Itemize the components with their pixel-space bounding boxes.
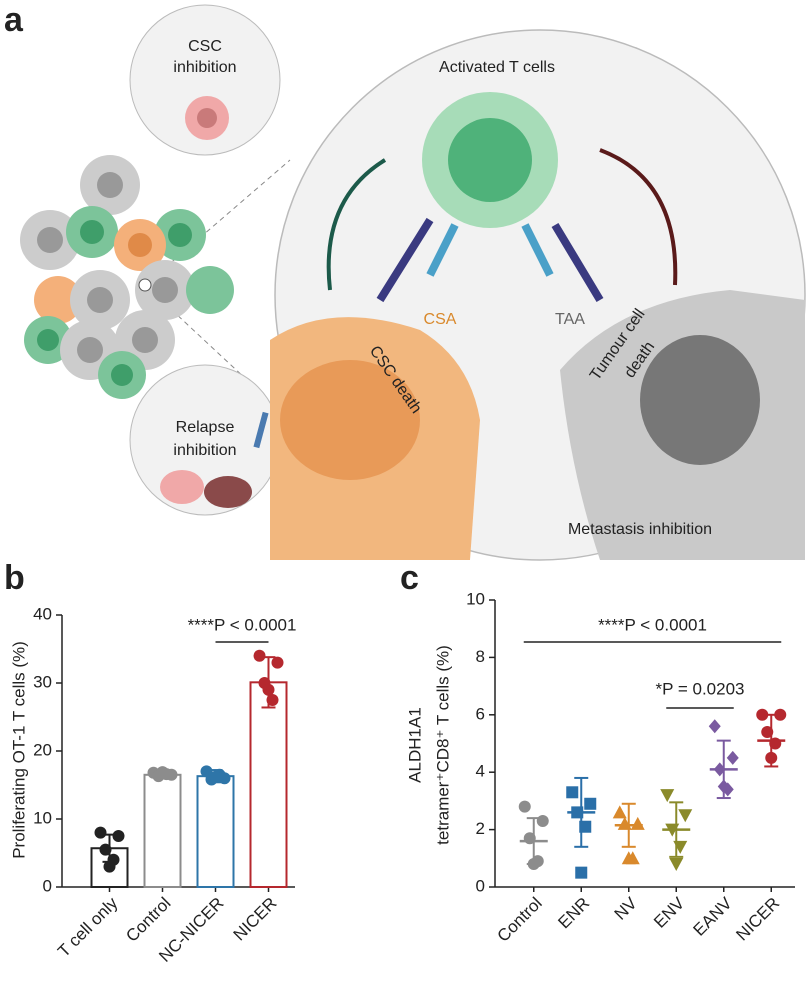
point	[660, 789, 675, 803]
y-tick-label: 40	[33, 604, 52, 623]
nucleus	[197, 108, 217, 128]
receptor	[551, 222, 604, 303]
y-axis-label: tetramer⁺CD8⁺ T cells (%)	[433, 645, 452, 845]
point	[726, 750, 739, 765]
point	[523, 832, 536, 845]
point	[678, 809, 693, 823]
label: TAA	[555, 311, 585, 328]
point	[527, 858, 540, 871]
point	[630, 816, 645, 830]
panel-letter: c	[400, 559, 419, 597]
inset-circle	[129, 4, 281, 156]
point	[271, 656, 284, 669]
label: Metastasis inhibition	[568, 521, 712, 538]
panel-letter: b	[4, 559, 25, 597]
x-tick-label: NICER	[732, 894, 783, 945]
label: Relapse	[176, 419, 235, 436]
tumour	[204, 476, 252, 508]
point	[253, 649, 266, 662]
point	[518, 800, 531, 813]
csc-nucleus	[280, 360, 420, 480]
y-tick-label: 8	[476, 647, 485, 666]
point	[94, 826, 107, 839]
x-tick-label: NICER	[230, 894, 281, 945]
point	[665, 823, 680, 837]
arrow	[326, 158, 387, 291]
y-tick-label: 10	[33, 808, 52, 827]
point	[756, 708, 769, 721]
x-tick-label: Control	[122, 894, 174, 946]
label: inhibition	[173, 442, 236, 459]
point	[575, 866, 588, 879]
point	[669, 858, 684, 872]
significance-label: ****P < 0.0001	[188, 615, 297, 634]
x-tick-label: ENR	[554, 894, 593, 933]
receptor	[376, 217, 434, 303]
point	[579, 820, 592, 833]
y-tick-label: 0	[43, 876, 52, 895]
point	[769, 737, 782, 750]
arrow	[599, 148, 678, 286]
point	[765, 751, 778, 764]
label: CSA	[424, 311, 457, 328]
point	[774, 708, 787, 721]
y-tick-label: 6	[476, 704, 485, 723]
t-cell-nucleus	[448, 118, 532, 202]
point	[571, 806, 584, 819]
point	[209, 770, 222, 783]
panel-letter: a	[4, 1, 24, 39]
point	[156, 766, 169, 779]
significance-label: ****P < 0.0001	[598, 615, 707, 634]
point	[536, 814, 549, 827]
illustration	[20, 4, 806, 561]
bar	[249, 681, 288, 888]
point	[266, 694, 279, 706]
y-tick-label: 4	[476, 762, 485, 781]
point	[621, 851, 636, 865]
point	[612, 805, 627, 819]
x-tick-label: NV	[611, 893, 642, 924]
point	[761, 726, 774, 739]
point	[566, 786, 579, 799]
label: CSC	[188, 38, 222, 55]
y-tick-label: 0	[476, 876, 485, 895]
label: Activated T cells	[439, 59, 555, 76]
y-tick-label: 20	[33, 740, 52, 759]
point	[584, 797, 597, 810]
y-axis-label: ALDH1A1	[405, 707, 424, 783]
label: inhibition	[173, 59, 236, 76]
point	[713, 762, 726, 777]
bar	[196, 775, 235, 888]
point	[262, 683, 275, 696]
point	[717, 779, 730, 794]
y-tick-label: 30	[33, 672, 52, 691]
x-tick-label: ENV	[650, 893, 689, 932]
point	[617, 816, 632, 830]
point	[708, 719, 721, 734]
point	[673, 840, 688, 854]
x-tick-label: T cell only	[54, 893, 122, 961]
scalpel	[253, 411, 269, 449]
x-tick-label: EANV	[690, 893, 737, 940]
receptor	[426, 223, 459, 277]
y-tick-label: 2	[476, 819, 485, 838]
receptor	[521, 223, 554, 277]
point	[112, 830, 125, 842]
y-tick-label: 10	[466, 589, 485, 608]
tumour	[160, 470, 204, 504]
significance-label: *P = 0.0203	[655, 679, 744, 698]
bar	[143, 773, 182, 888]
point	[99, 843, 112, 856]
x-tick-label: Control	[494, 894, 546, 946]
y-axis-label: Proliferating OT-1 T cells (%)	[9, 641, 28, 859]
point	[103, 860, 116, 873]
tumour-nucleus	[640, 335, 760, 465]
cell-cluster	[20, 155, 234, 399]
